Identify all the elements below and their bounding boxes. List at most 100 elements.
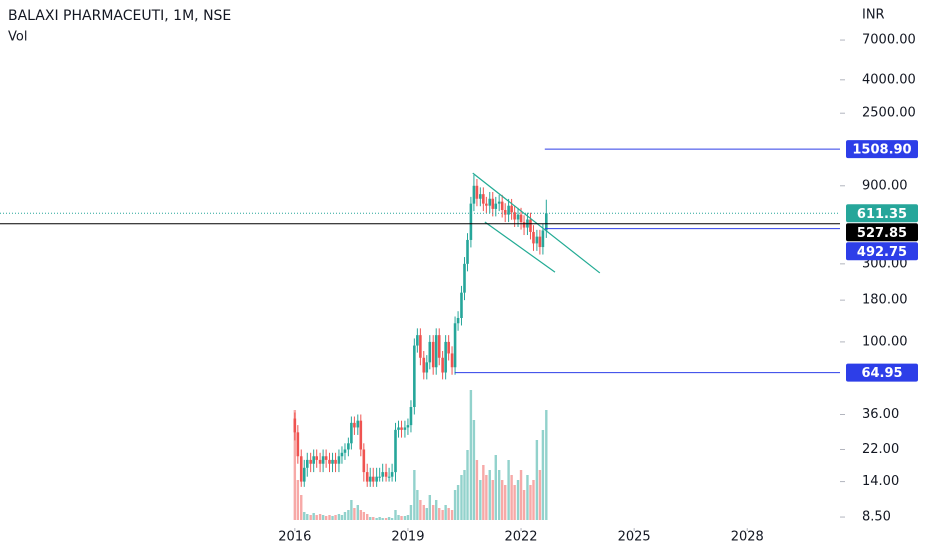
volume-bar	[532, 480, 535, 520]
volume-bar	[450, 510, 454, 520]
volume-bar	[472, 420, 476, 520]
y-tick-label: 100.00	[862, 334, 908, 349]
volume-bar	[541, 430, 545, 520]
volume-bar	[315, 515, 318, 520]
candle-body	[387, 476, 391, 478]
volume-bar	[479, 480, 482, 520]
candle-body	[532, 231, 535, 244]
volume-bar	[337, 514, 341, 520]
candle-body	[538, 236, 542, 248]
candle-body	[328, 459, 331, 464]
price-label: 527.85	[857, 226, 907, 241]
volume-bar	[510, 475, 513, 520]
candle-body	[331, 459, 334, 464]
x-tick-label: 2019	[391, 530, 424, 545]
candle-body	[318, 459, 322, 464]
volume-bar	[366, 514, 369, 520]
candle-body	[406, 425, 410, 428]
volume-bar	[340, 515, 344, 520]
volume-bar	[431, 505, 435, 520]
candle-body	[413, 345, 416, 408]
candle-body	[340, 452, 344, 457]
currency-label: INR	[862, 8, 885, 23]
volume-bar	[485, 475, 488, 520]
candle-body	[535, 236, 539, 244]
candle-body	[431, 341, 435, 368]
candle-body	[419, 335, 422, 358]
candle-body	[296, 432, 300, 457]
candle-body	[460, 292, 463, 318]
volume-bar	[466, 450, 469, 520]
candle-body	[315, 456, 318, 460]
volume-bar	[397, 515, 400, 520]
volume-bar	[387, 517, 391, 520]
candle-body	[434, 335, 438, 368]
price-label-box	[846, 204, 918, 223]
volume-bar	[359, 510, 363, 520]
volume-bar	[482, 465, 485, 520]
candle-body	[456, 317, 460, 324]
volume-bar	[356, 505, 359, 520]
candle-body	[353, 422, 356, 428]
volume-bar	[538, 470, 542, 520]
volume-bar	[403, 516, 407, 520]
candle-body	[485, 203, 488, 206]
volume-bar	[321, 515, 325, 520]
candle-body	[368, 476, 372, 482]
volume-bar	[419, 500, 422, 520]
candle-body	[472, 185, 476, 204]
volume-bar	[438, 508, 441, 520]
price-label: 611.35	[857, 207, 907, 222]
candle-body	[513, 212, 516, 220]
candle-body	[425, 362, 429, 373]
x-tick-label: 2028	[731, 530, 764, 545]
volume-bar	[516, 480, 520, 520]
price-label-box	[846, 363, 918, 382]
volume-bar	[535, 440, 539, 520]
volume-bar	[306, 514, 309, 520]
price-label-box	[846, 242, 918, 261]
volume-bar	[435, 500, 438, 520]
plot-area	[0, 148, 840, 520]
volume-bar	[406, 515, 410, 520]
candle-body	[409, 407, 413, 426]
candle-body	[522, 222, 526, 228]
candle-body	[437, 335, 441, 358]
volume-bar	[447, 508, 450, 520]
candle-body	[305, 459, 309, 468]
candle-body	[482, 194, 485, 204]
x-tick-label: 2016	[278, 530, 311, 545]
candle-body	[447, 341, 450, 354]
candle-body	[343, 449, 347, 453]
candle-body	[321, 456, 325, 464]
candle-body	[510, 205, 513, 213]
trendline	[484, 221, 556, 273]
candle-body	[444, 341, 447, 373]
volume-bar	[378, 517, 381, 520]
y-tick-label: 900.00	[862, 178, 908, 193]
volume-bar	[318, 514, 322, 520]
price-label-box	[846, 140, 918, 159]
volume-bar	[522, 490, 526, 520]
candle-body	[365, 472, 369, 482]
candle-body	[347, 443, 350, 450]
candle-body	[309, 459, 312, 464]
candle-body	[519, 214, 523, 223]
volume-bar	[460, 475, 463, 520]
candle-body	[384, 472, 388, 477]
volume-bar	[545, 410, 548, 520]
volume-bar	[381, 518, 384, 520]
candle-body	[400, 427, 403, 430]
volume-bar	[529, 485, 532, 520]
volume-bar	[296, 480, 300, 520]
candle-body	[299, 456, 303, 482]
candle-body	[337, 456, 341, 464]
candle-body	[479, 194, 482, 199]
volume-bar	[463, 470, 466, 520]
volume-legend: Vol	[8, 30, 27, 45]
volume-bar	[444, 505, 447, 520]
volume-bar	[494, 455, 497, 520]
price-label-box	[846, 223, 918, 242]
